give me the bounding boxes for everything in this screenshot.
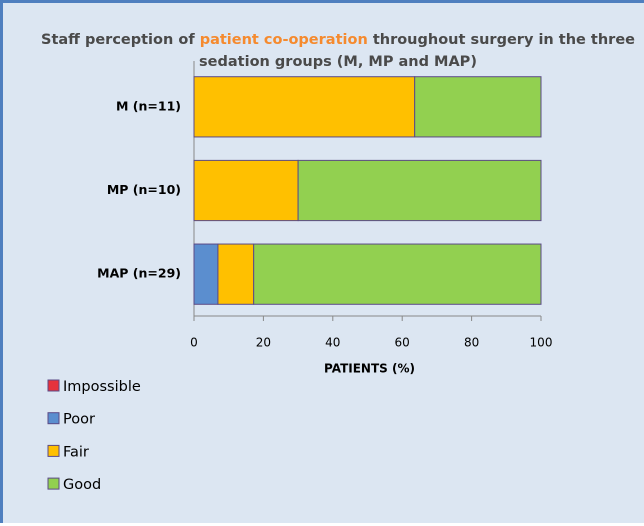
x-tick-label: 20 (256, 336, 271, 350)
legend-label: Poor (63, 412, 95, 428)
x-axis-label: PATIENTS (%) (324, 362, 415, 376)
bar-segment (253, 243, 542, 305)
bar-segment (414, 76, 542, 138)
legend-swatch (47, 379, 60, 392)
legend-swatch (47, 412, 60, 425)
category-label: M (n=11) (116, 98, 181, 113)
legend-label: Good (63, 477, 101, 493)
bar-segment (193, 76, 416, 138)
legend-label: Impossible (63, 379, 141, 395)
chart-title: Staff perception of patient co-operation… (23, 29, 644, 73)
bar-segment (193, 159, 299, 222)
bar-segment (217, 243, 255, 305)
x-tick-label: 60 (395, 336, 410, 350)
title-segment: Staff perception of (41, 32, 200, 48)
title-segment: patient co-operation (199, 32, 368, 48)
chart: 0 20 40 60 80 100 PATIENTS (%) M (n=11) MP (n=10… (47, 61, 553, 493)
legend-label: Fair (63, 444, 89, 460)
category-label: MAP (n=29) (97, 266, 181, 281)
category-label: MP (n=10) (107, 182, 181, 197)
legend-swatch (47, 444, 60, 457)
x-tick-label: 80 (464, 336, 479, 350)
bar-segment (297, 159, 542, 222)
title-segment: throughout surgery in the three sedation… (199, 32, 635, 70)
bar-segment (193, 243, 219, 305)
x-tick-label: 0 (190, 336, 198, 350)
x-tick-label: 40 (325, 336, 340, 350)
legend-swatch (47, 477, 60, 490)
x-tick-label: 100 (530, 336, 553, 350)
